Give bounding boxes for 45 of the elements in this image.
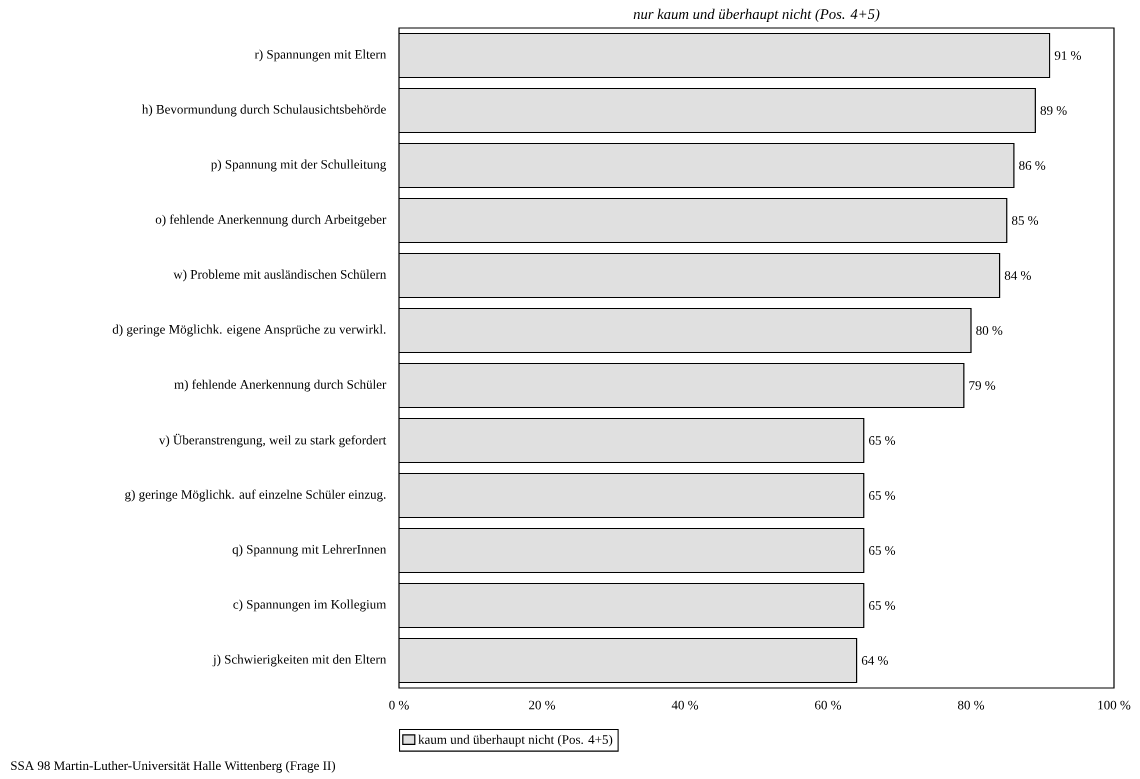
bar: [399, 637, 858, 684]
data-label: 86 %: [1019, 161, 1046, 170]
bar: [399, 417, 865, 464]
x-tick-label: 100 %: [1098, 700, 1131, 710]
data-label: 84 %: [1004, 271, 1031, 280]
bar: [399, 32, 1051, 79]
x-tick-label: 0 %: [389, 700, 409, 710]
y-tick-label: c) Spannungen im Kollegium: [233, 599, 387, 612]
data-label: 91 %: [1054, 51, 1081, 60]
text: kaum und überhaupt nicht (Pos. 4+5): [418, 734, 613, 747]
text: SSA 98 Martin-Luther-Universität Halle Wittenberg (Frage II): [11, 760, 336, 773]
y-tick-label: r) Spannungen mit Eltern: [254, 49, 387, 62]
bar: [399, 142, 1015, 189]
data-label: 65 %: [869, 491, 896, 500]
y-tick-label: w) Probleme mit ausländischen Schülern: [173, 269, 387, 282]
y-tick-label: m) fehlende Anerkennung durch Schüler: [174, 379, 387, 392]
data-label: 64 %: [861, 656, 888, 665]
data-label: 80 %: [976, 326, 1003, 335]
data-label: 65 %: [869, 436, 896, 445]
data-label: 65 %: [869, 546, 896, 555]
x-tick-label: 60 %: [815, 700, 842, 710]
x-tick-label: 80 %: [957, 700, 985, 710]
bar: [399, 197, 1008, 244]
y-tick-label: h) Bevormundung durch Schulausichtsbehörde: [142, 104, 386, 117]
y-tick-label: o) fehlende Anerkennung durch Arbeitgeber: [155, 214, 387, 227]
bar: [399, 527, 865, 574]
data-label: 65 %: [869, 601, 896, 610]
data-label: 89 %: [1040, 106, 1067, 115]
chart-title: nur kaum und überhaupt nicht (Pos. 4+5): [633, 8, 880, 22]
bar: [399, 307, 972, 354]
y-tick-label: d) geringe Möglichk. eigene Ansprüche zu verwirkl.: [112, 324, 386, 337]
y-tick-label: q) Spannung mit LehrerInnen: [232, 544, 387, 557]
bar: [399, 472, 865, 519]
bar: [399, 362, 965, 409]
data-label: 79 %: [969, 381, 996, 390]
x-tick-label: 40 %: [671, 700, 699, 710]
y-tick-label: p) Spannung mit der Schulleitung: [211, 159, 387, 172]
y-tick-label: g) geringe Möglichk. auf einzelne Schüler einzug.: [125, 489, 386, 502]
bar: [399, 87, 1036, 134]
x-tick-label: 20 %: [529, 700, 556, 710]
bar: [399, 252, 1001, 299]
data-label: 85 %: [1011, 216, 1039, 225]
y-tick-label: v) Überanstrengung, weil zu stark gefordert: [158, 433, 387, 448]
y-tick-label: j) Schwierigkeiten mit den Eltern: [212, 654, 387, 667]
bar: [399, 582, 865, 629]
